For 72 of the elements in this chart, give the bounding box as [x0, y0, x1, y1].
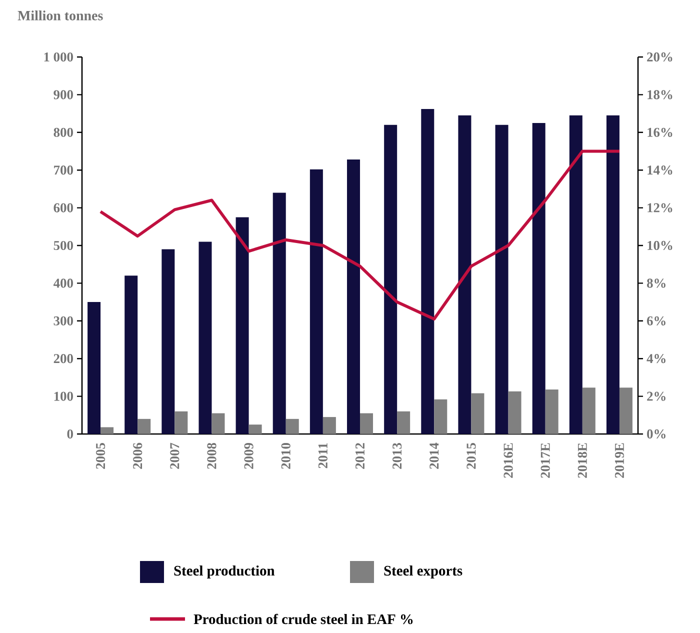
- bar: [248, 424, 262, 434]
- y-tick-label: 200: [54, 354, 73, 364]
- x-tick-label: 2009: [244, 443, 254, 469]
- y2-tick-label: 12%: [648, 203, 672, 212]
- y-tick-label: 900: [54, 90, 73, 100]
- x-tick-label: 2015: [466, 443, 476, 469]
- y2-tick-label: 20%: [647, 52, 672, 62]
- x-tick-label: 2014: [430, 442, 439, 469]
- y2-tick-label: 18%: [648, 90, 672, 100]
- y-tick-label: 400: [53, 278, 73, 288]
- x-tick-label: 2010: [281, 443, 290, 469]
- bar: [582, 388, 596, 434]
- bar: [458, 115, 472, 434]
- bar: [162, 249, 175, 434]
- x-tick-label: 2005: [96, 443, 106, 469]
- bar: [124, 276, 138, 434]
- bar: [421, 109, 434, 434]
- bar: [384, 124, 398, 434]
- bar: [100, 427, 114, 434]
- bar: [606, 115, 620, 434]
- y-tick-label: 500: [54, 240, 73, 250]
- x-tick-label: 2019E: [614, 443, 624, 478]
- y2-tick-label: 0%: [647, 429, 666, 439]
- legend-label: Steel production: [174, 565, 275, 579]
- y-tick-label: 100: [54, 392, 73, 401]
- x-tick-label: 2017E: [540, 443, 550, 478]
- bar: [619, 388, 632, 434]
- x-tick-label: 2007: [170, 442, 180, 469]
- bar: [310, 169, 323, 434]
- y-tick-label: 700: [54, 166, 73, 175]
- bar: [138, 418, 151, 434]
- bar: [347, 160, 360, 434]
- bar: [212, 413, 225, 434]
- y-tick-label: 0: [67, 429, 73, 439]
- y-axis-title: Million tonnes: [18, 10, 103, 20]
- legend-label: Production of crude steel in EAF %: [194, 614, 413, 624]
- bar: [397, 411, 410, 434]
- bar: [545, 390, 558, 434]
- bar: [360, 413, 374, 434]
- y-tick-label: 1 000: [44, 52, 73, 62]
- bar: [322, 417, 336, 434]
- x-tick-label: 2006: [133, 442, 142, 469]
- y-tick-label: 600: [54, 203, 73, 212]
- y2-tick-label: 2%: [647, 392, 666, 401]
- x-tick-label: 2011: [318, 443, 328, 468]
- y-tick-label: 800: [54, 128, 73, 137]
- y2-tick-label: 8%: [646, 278, 666, 288]
- x-tick-label: 2018E: [578, 443, 587, 478]
- bar: [471, 393, 484, 434]
- x-tick-label: 2008: [207, 442, 216, 469]
- bar: [88, 302, 101, 434]
- y2-tick-label: 4%: [646, 354, 666, 364]
- x-tick-label: 2016E: [504, 443, 513, 478]
- bar: [532, 122, 546, 434]
- x-tick-label: 2013: [392, 442, 402, 469]
- bar: [174, 411, 188, 434]
- bar: [286, 418, 299, 434]
- y-tick-label: 300: [54, 316, 73, 326]
- line-series: [99, 150, 621, 321]
- bar: [508, 391, 522, 434]
- y2-tick-label: 14%: [648, 166, 672, 175]
- x-tick-label: 2012: [355, 443, 365, 469]
- y2-tick-label: 16%: [648, 128, 672, 137]
- bar: [495, 124, 508, 434]
- bar: [434, 399, 448, 434]
- bar: [198, 242, 212, 434]
- bar: [272, 192, 286, 434]
- y2-tick-label: 10%: [648, 240, 672, 250]
- bar: [569, 115, 582, 434]
- y2-tick-label: 6%: [646, 316, 666, 326]
- legend-label: Steel exports: [384, 565, 462, 579]
- bar: [236, 217, 249, 434]
